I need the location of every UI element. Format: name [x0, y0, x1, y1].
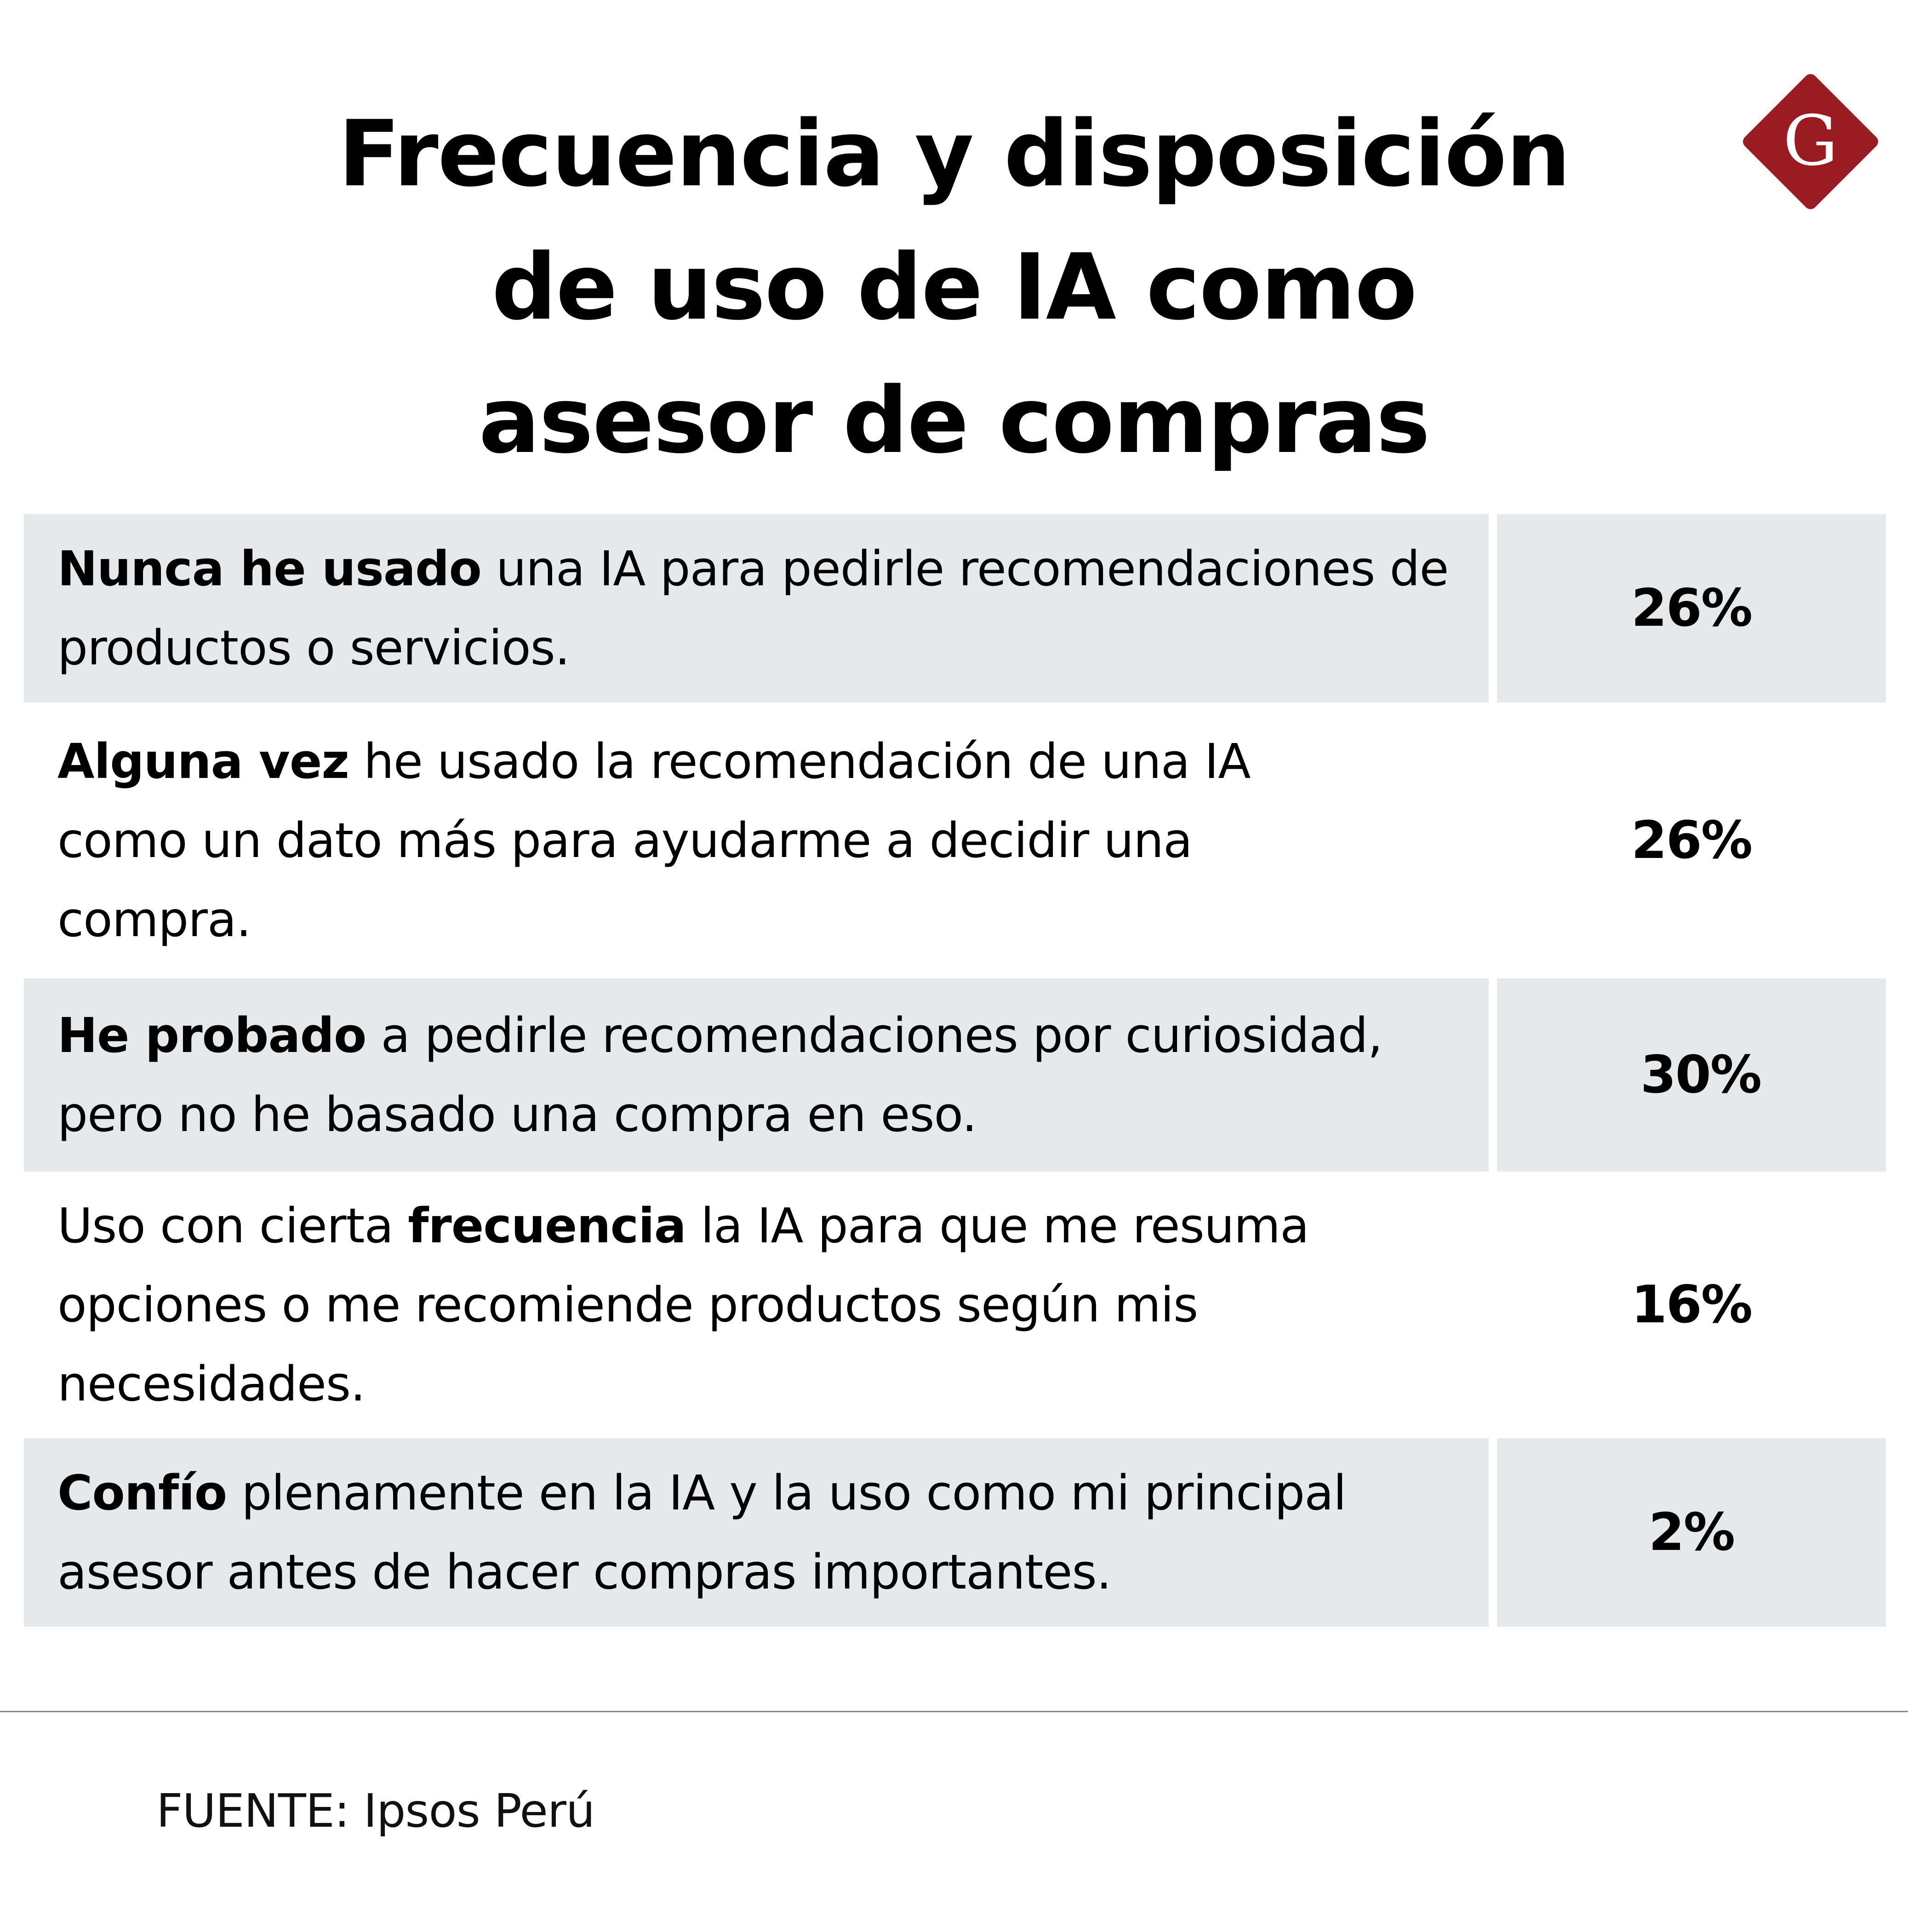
question-cell: He probado a pedirle recomendaciones por… [24, 978, 1489, 1172]
logo-letter: G [1783, 101, 1838, 181]
divider-line [0, 1711, 1908, 1712]
question-text: Confío plenamente en la IA y la uso como… [57, 1465, 1347, 1600]
table-row: Uso con cierta frecuencia la IA para que… [24, 1172, 1886, 1438]
question-text: Nunca he usado una IA para pedirle recom… [57, 541, 1449, 676]
value-label: 16% [1631, 1275, 1753, 1335]
question-bold-lead: frecuencia [408, 1198, 686, 1254]
question-bold-lead: Confío [57, 1465, 227, 1521]
value-cell: 30% [1497, 978, 1886, 1172]
value-cell: 2% [1497, 1438, 1886, 1627]
value-label: 26% [1631, 811, 1753, 870]
value-label: 30% [1640, 1045, 1762, 1105]
value-cell: 26% [1497, 514, 1886, 703]
diamond-g-logo-icon: G [1743, 74, 1878, 209]
value-label: 26% [1631, 578, 1753, 638]
page-title: Frecuencia y disposición de uso de IA co… [0, 87, 1908, 487]
survey-table: Nunca he usado una IA para pedirle recom… [24, 514, 1886, 1627]
question-cell: Nunca he usado una IA para pedirle recom… [24, 514, 1489, 703]
title-line-3: asesor de compras [479, 367, 1430, 474]
question-cell: Alguna vez he usado la recomendación de … [24, 703, 1489, 978]
table-row: Alguna vez he usado la recomendación de … [24, 703, 1886, 978]
table-row: He probado a pedirle recomendaciones por… [24, 978, 1886, 1172]
value-cell: 16% [1497, 1172, 1886, 1438]
title-line-1: Frecuencia y disposición [338, 101, 1571, 207]
value-cell: 26% [1497, 703, 1886, 978]
question-bold-lead: He probado [57, 1007, 366, 1063]
question-bold-lead: Alguna vez [57, 733, 349, 789]
question-cell: Uso con cierta frecuencia la IA para que… [24, 1172, 1489, 1438]
logo-diamond [1743, 74, 1878, 209]
title-line-2: de uso de IA como [491, 234, 1417, 340]
question-bold-lead: Nunca he usado [57, 541, 482, 597]
source-note: FUENTE: Ipsos Perú [156, 1784, 595, 1838]
question-text: Alguna vez he usado la recomendación de … [57, 733, 1251, 948]
question-text: He probado a pedirle recomendaciones por… [57, 1007, 1383, 1143]
question-text: Uso con cierta frecuencia la IA para que… [57, 1198, 1309, 1412]
question-cell: Confío plenamente en la IA y la uso como… [24, 1438, 1489, 1627]
table-row: Confío plenamente en la IA y la uso como… [24, 1438, 1886, 1627]
table-row: Nunca he usado una IA para pedirle recom… [24, 514, 1886, 703]
value-label: 2% [1648, 1503, 1735, 1562]
